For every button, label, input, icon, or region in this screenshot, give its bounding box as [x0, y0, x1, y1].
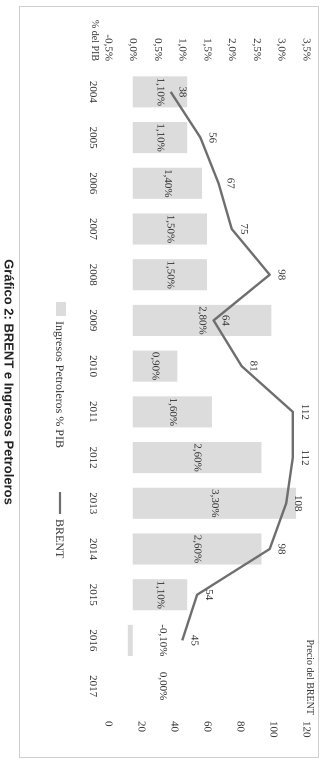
- right-axis-title: Precio del BRENT: [304, 639, 315, 715]
- brent-value-label-2005: 56: [206, 132, 218, 144]
- brent-value-label-2015: 54: [203, 589, 215, 601]
- bar-2014: [132, 533, 262, 565]
- category-label-2007: 2007: [87, 218, 99, 241]
- category-label-2010: 2010: [87, 355, 99, 378]
- bar-value-label-2012: 2,60%: [192, 443, 204, 471]
- bar-value-label-2009: 2,80%: [197, 306, 209, 334]
- legend-swatch-bars: [56, 302, 66, 316]
- brent-line: [169, 91, 294, 641]
- left-axis-tick-label: 1,5%: [201, 38, 213, 61]
- brent-value-label-2010: 81: [248, 361, 260, 372]
- bar-value-label-2007: 1,50%: [164, 215, 176, 243]
- right-axis-tick-label: 20: [135, 721, 147, 733]
- left-axis-tick-label: 1,0%: [177, 38, 189, 61]
- chart-svg: 1,10% 1,10% 1,40% 1,50% 1,50% 2,80% 0,90% 1,60%…: [53, 20, 315, 738]
- left-axis-tick-label: 2,0%: [226, 38, 238, 61]
- right-axis-tick-label: 40: [168, 721, 180, 733]
- brent-value-label-2016: 45: [188, 635, 200, 647]
- brent-value-label-2004: 38: [177, 86, 189, 98]
- right-axis-tick-label: 80: [234, 721, 246, 733]
- bar-2011: [132, 396, 212, 428]
- category-label-2004: 2004: [87, 81, 99, 104]
- left-axis-title: % del PIB: [89, 20, 100, 61]
- bar-value-label-2015: 1,10%: [154, 581, 166, 609]
- brent-value-label-2009: 64: [220, 315, 232, 327]
- category-label-2014: 2014: [87, 538, 99, 561]
- brent-value-label-2008: 98: [276, 269, 288, 281]
- bar-2004: [132, 76, 188, 108]
- bar-value-label-2006: 1,40%: [162, 169, 174, 197]
- legend-label-bars: Ingresos Petroleros % PIB: [53, 321, 67, 448]
- right-axis-tick-label: 0: [102, 721, 114, 727]
- bar-value-label-2005: 1,10%: [154, 123, 166, 151]
- left-axis-tick-label: -0,5%: [102, 34, 114, 61]
- brent-value-label-2013: 108: [292, 495, 304, 512]
- bar-value-label-2016: -0,10%: [157, 624, 169, 656]
- brent-value-label-2014: 98: [276, 544, 288, 556]
- bar-2007: [132, 213, 207, 245]
- chart-title-text: Gráfico 2: BRENT e Ingresos Petroleros: [1, 258, 17, 505]
- brent-value-label-2006: 67: [225, 178, 237, 190]
- bar-2008: [132, 259, 207, 291]
- category-label-2005: 2005: [87, 127, 99, 150]
- right-axis-tick-label: 120: [300, 721, 312, 738]
- chart-title: Gráfico 2: BRENT e Ingresos Petroleros: [0, 0, 18, 763]
- bar-value-label-2017: 0,00%: [157, 672, 169, 700]
- bar-value-label-2010: 0,90%: [149, 352, 161, 380]
- bar-2010: [132, 350, 178, 382]
- bar-2005: [132, 122, 188, 154]
- bar-2012: [132, 442, 262, 474]
- bar-value-label-2011: 1,60%: [167, 398, 179, 426]
- bar-value-label-2008: 1,50%: [164, 261, 176, 289]
- bar-2015: [132, 579, 188, 611]
- category-label-2006: 2006: [87, 172, 99, 195]
- category-label-2015: 2015: [87, 584, 99, 607]
- left-axis-tick-label: 0,5%: [152, 38, 164, 61]
- left-axis-tick-label: 2,5%: [251, 38, 263, 61]
- brent-value-label-2007: 75: [238, 224, 250, 236]
- right-axis-tick-label: 100: [267, 721, 279, 738]
- category-label-2013: 2013: [87, 492, 99, 515]
- bar-2009: [132, 304, 272, 336]
- category-label-2017: 2017: [87, 675, 99, 698]
- category-label-2011: 2011: [87, 401, 99, 423]
- brent-value-label-2011: 112: [299, 404, 311, 420]
- bar-2016: [127, 624, 133, 656]
- category-label-2016: 2016: [87, 629, 99, 652]
- bar-2006: [132, 167, 203, 199]
- legend-label-brent: BRENT: [53, 519, 67, 559]
- left-axis-tick-label: 3,5%: [300, 38, 312, 61]
- brent-value-label-2012: 112: [299, 450, 311, 466]
- bar-value-label-2014: 2,60%: [192, 535, 204, 563]
- category-label-2009: 2009: [87, 309, 99, 332]
- right-axis-tick-label: 60: [201, 721, 213, 733]
- category-label-2012: 2012: [87, 447, 99, 469]
- left-axis-tick-label: 3,0%: [276, 38, 288, 61]
- chart-frame: 1,10% 1,10% 1,40% 1,50% 1,50% 2,80% 0,90% 1,60%…: [19, 6, 319, 758]
- bar-value-label-2013: 3,30%: [209, 489, 221, 517]
- category-label-2008: 2008: [87, 264, 99, 287]
- bar-2013: [132, 487, 297, 519]
- left-axis-tick-label: 0,0%: [127, 38, 139, 61]
- bar-value-label-2004: 1,10%: [154, 78, 166, 106]
